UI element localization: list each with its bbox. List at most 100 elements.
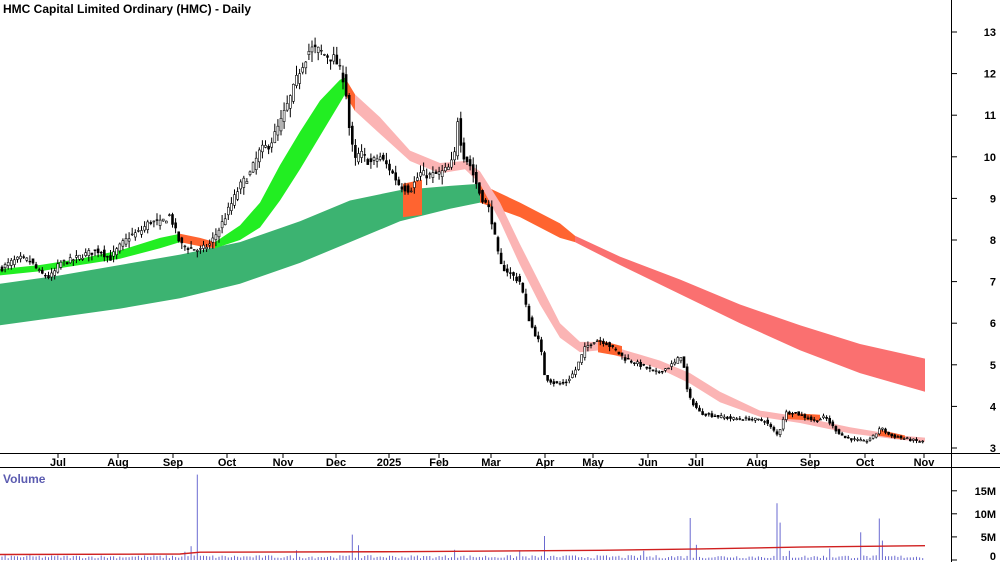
price-bar [744, 415, 748, 421]
price-bar [905, 436, 909, 440]
price-bar [871, 434, 875, 440]
price-bar [726, 416, 729, 421]
price-bar [890, 433, 894, 439]
price-bar [577, 361, 580, 371]
price-bar [797, 411, 801, 416]
short-term-ribbon-segment-3 [345, 77, 355, 111]
price-bar [794, 411, 797, 414]
y-tick-label: 8 [990, 235, 996, 247]
price-bar [360, 144, 363, 163]
price-bar [521, 282, 525, 294]
price-bar [44, 273, 47, 279]
price-bar [329, 59, 332, 70]
price-bar [183, 244, 187, 251]
price-bar [760, 417, 763, 422]
price-bar [285, 95, 289, 112]
price-bar [143, 221, 146, 233]
price-bar [177, 231, 180, 243]
price-bar [199, 245, 202, 254]
price-bar [912, 438, 915, 443]
price-bar [347, 93, 351, 136]
price-bar [645, 366, 649, 370]
price-bar [499, 248, 503, 265]
price-bar [571, 370, 574, 379]
price-bar [496, 235, 500, 255]
price-bar [338, 58, 342, 70]
price-bar [257, 147, 261, 168]
price-bar [530, 315, 534, 329]
price-bar [784, 409, 788, 423]
price-bar [608, 341, 611, 352]
price-bar [409, 187, 413, 193]
price-bar [319, 44, 323, 55]
price-bar [580, 354, 584, 365]
price-bar [25, 257, 29, 263]
price-bar [856, 437, 859, 442]
price-bar [611, 344, 615, 349]
price-bar [155, 213, 159, 226]
price-bar [527, 303, 531, 322]
price-bar [385, 152, 388, 169]
price-bar [685, 363, 689, 393]
price-bar [96, 245, 100, 258]
price-bar [34, 261, 38, 270]
price-bar [233, 189, 236, 209]
price-bar [620, 352, 624, 360]
price-bar [109, 250, 112, 261]
price-bar [899, 435, 903, 440]
volume-y-ticks: 0 5M 10M 15M [951, 486, 996, 562]
price-bar [691, 397, 695, 407]
y-tick-label: 10 [984, 152, 996, 164]
price-bar [87, 248, 91, 262]
price-bar [130, 227, 134, 236]
price-bar [583, 342, 587, 361]
price-bar [437, 166, 441, 180]
price-bar [642, 363, 646, 367]
price-bar [509, 267, 512, 279]
price-bar [363, 147, 367, 162]
price-bar [921, 440, 925, 444]
price-panel [0, 37, 925, 444]
price-bar [865, 439, 869, 444]
y-ticks: 3 4 5 6 7 8 9 10 11 12 13 [951, 27, 997, 455]
price-bar [524, 288, 528, 308]
price-bar [595, 339, 599, 342]
price-bar [406, 183, 410, 195]
price-bar [227, 202, 230, 220]
price-bar [533, 324, 537, 337]
price-bar [868, 436, 872, 442]
price-bar [236, 187, 239, 202]
price-bar [344, 66, 348, 100]
price-bar [22, 254, 26, 259]
price-bar [434, 169, 438, 174]
price-bar [431, 166, 435, 183]
price-bar [161, 218, 165, 222]
price-bar [134, 229, 137, 241]
price-bar [62, 259, 66, 266]
price-bar [152, 220, 156, 228]
price-bar [313, 37, 317, 54]
price-bar [149, 220, 153, 226]
y-tick-label: 3 [990, 443, 996, 455]
price-bar [165, 220, 168, 224]
price-bar [422, 162, 425, 176]
y-tick-label: 7 [990, 277, 996, 289]
price-bar [196, 248, 199, 258]
price-bar [639, 359, 642, 370]
price-bar [806, 415, 810, 421]
price-bar [124, 233, 128, 247]
price-bar [270, 137, 274, 153]
price-bar [893, 433, 897, 440]
price-bar [676, 356, 680, 364]
price-bar [884, 427, 887, 435]
price-bar [853, 436, 856, 442]
price-bar [381, 152, 385, 162]
price-bar [478, 182, 481, 196]
price-bar [310, 40, 314, 62]
price-bar [288, 94, 292, 118]
price-bar [657, 370, 661, 374]
price-bar [474, 164, 478, 189]
x-tick-label: Dec [326, 457, 346, 469]
price-bar [391, 169, 394, 174]
price-bar [388, 159, 391, 176]
